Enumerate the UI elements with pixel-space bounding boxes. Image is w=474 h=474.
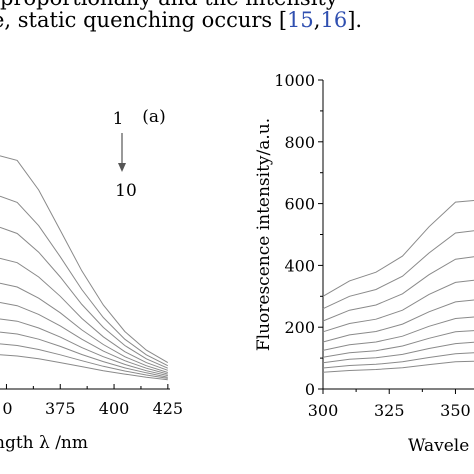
x-axis-label: ngth λ /nm [0, 433, 88, 453]
y-tick-label: 400 [284, 256, 315, 275]
spectrum-line-3 [322, 256, 474, 322]
spectrum-line-1 [322, 200, 474, 297]
caption-text: proportionally and the intensity e, stat… [0, 0, 474, 40]
panel-label: (a) [142, 107, 165, 127]
spectrum-line-3 [0, 226, 169, 369]
x-tick-label: 375 [45, 399, 76, 418]
x-tick-label: 300 [308, 401, 339, 420]
spectrum-line-7 [322, 330, 474, 358]
spectrum-line-8 [322, 341, 474, 364]
spectrum-line-6 [0, 302, 168, 375]
x-axis-label: Wavele [408, 436, 469, 456]
x-tick-label: 325 [374, 401, 405, 420]
x-tick-label: 350 [440, 401, 471, 420]
spectrum-line-9 [322, 352, 474, 369]
chart-panel-b: 0 200 400 600 800 1000 300 325 350 Fluorescence i… [254, 71, 474, 456]
arrow-end-label: 10 [115, 181, 137, 201]
x-tick-label: 425 [153, 399, 184, 418]
caption-line-2-suffix: ]. [347, 8, 363, 32]
y-tick-label: 200 [284, 318, 315, 337]
spectrum-line-5 [322, 299, 474, 343]
citation-link-2[interactable]: 16 [320, 8, 348, 32]
citation-separator: , [313, 8, 321, 32]
spectrum-line-8 [0, 331, 168, 378]
y-tick-label: 1000 [274, 71, 315, 90]
y-tick-label: 800 [284, 133, 315, 152]
spectrum-line-10 [322, 360, 474, 373]
spectrum-line-6 [322, 316, 474, 351]
caption-line-1: proportionally and the intensity [0, 0, 338, 10]
spectrum-line-4 [322, 279, 474, 333]
arrow-head [118, 163, 126, 172]
chart-panel-a: 0 375 400 425 ngth λ /nm 1 10 (a) [0, 107, 183, 453]
arrow-start-label: 1 [113, 109, 124, 129]
spectrum-line-1 [0, 155, 169, 364]
x-tick-label: 0 [2, 399, 12, 418]
caption-line-2: e, static quenching occurs [15,16]. [0, 8, 362, 32]
y-tick-label: 0 [305, 380, 315, 399]
y-tick-label: 600 [284, 195, 315, 214]
x-tick-label: 400 [99, 399, 130, 418]
spectrum-line-4 [0, 257, 168, 371]
spectrum-line-5 [0, 282, 168, 373]
spectrum-line-2 [322, 230, 474, 310]
citation-link-1[interactable]: 15 [287, 8, 314, 32]
caption-line-2-prefix: e, static quenching occurs [ [0, 8, 288, 32]
spectrum-line-9 [0, 343, 168, 379]
spectrum-line-10 [0, 354, 168, 381]
spectrum-line-2 [0, 195, 169, 367]
spectrum-line-7 [0, 318, 168, 377]
y-axis-label: Fluorescence intensity/a.u. [254, 118, 274, 351]
